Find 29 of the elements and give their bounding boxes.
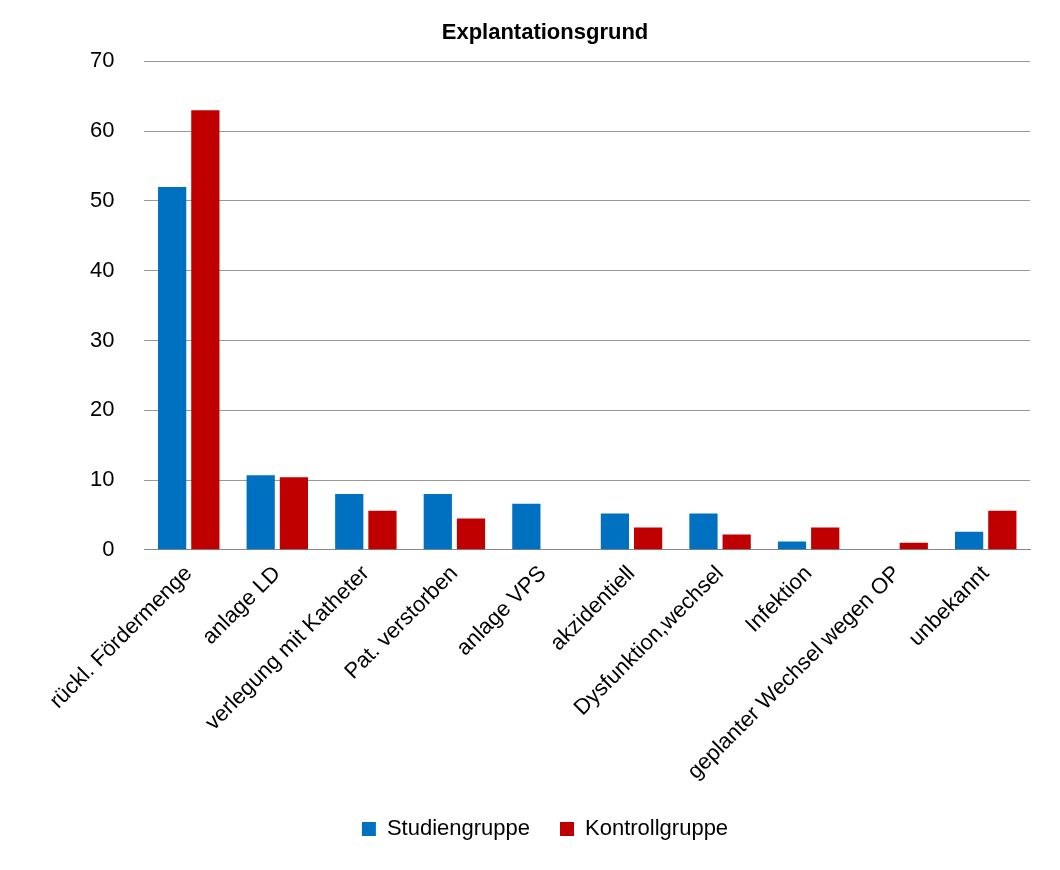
bar bbox=[456, 518, 486, 550]
bar bbox=[811, 527, 840, 550]
bar bbox=[777, 541, 807, 550]
y-tick-label: 0 bbox=[102, 535, 115, 561]
bar bbox=[191, 110, 220, 550]
bar bbox=[689, 513, 718, 550]
bar bbox=[158, 186, 187, 550]
bar bbox=[335, 493, 364, 550]
bar bbox=[423, 493, 452, 550]
bar bbox=[279, 477, 309, 550]
bar bbox=[512, 503, 541, 550]
y-tick-label: 20 bbox=[89, 396, 115, 422]
legend-label: Kontrollgruppe bbox=[585, 815, 729, 841]
bar bbox=[368, 510, 397, 550]
legend-label: Studiengruppe bbox=[386, 815, 531, 841]
y-tick-label: 50 bbox=[89, 187, 115, 213]
y-tick-label: 10 bbox=[89, 466, 115, 492]
chart-title: Explantationsgrund bbox=[441, 19, 649, 45]
y-tick-label: 60 bbox=[89, 117, 115, 143]
bar bbox=[246, 475, 275, 550]
bar bbox=[722, 534, 751, 550]
bar bbox=[600, 513, 630, 550]
y-tick-label: 30 bbox=[89, 326, 115, 352]
y-tick-label: 40 bbox=[89, 256, 115, 282]
bar bbox=[899, 542, 928, 550]
bar bbox=[955, 531, 984, 550]
bar bbox=[634, 527, 663, 550]
bar bbox=[988, 510, 1017, 550]
y-tick-label: 70 bbox=[89, 47, 115, 73]
